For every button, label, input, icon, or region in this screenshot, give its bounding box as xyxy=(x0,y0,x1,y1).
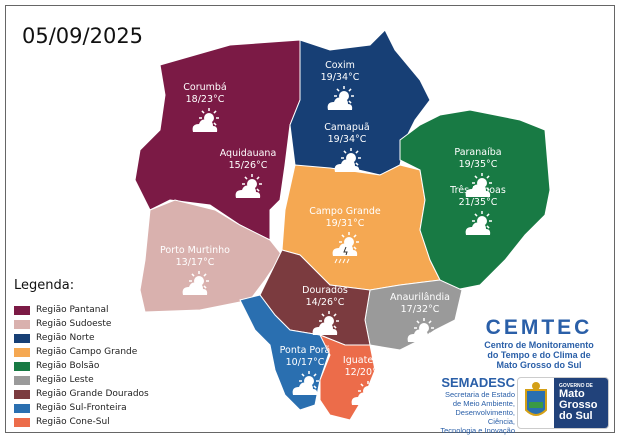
forecast-date: 05/09/2025 xyxy=(22,24,144,48)
city-temperature: 19/31°C xyxy=(325,218,365,229)
city-label: Paranaíba 19/35°C xyxy=(454,147,501,171)
legend-label: Região Grande Dourados xyxy=(36,389,149,399)
city-temperature: 19/34°C xyxy=(327,134,367,145)
city-name: Coxim xyxy=(325,60,355,71)
city-temperature: 17/32°C xyxy=(400,304,440,315)
city-label: Porto Murtinho 13/17°C xyxy=(160,245,230,269)
legend-label: Região Sudoeste xyxy=(36,319,112,329)
legend-swatch xyxy=(14,361,30,371)
city-temperature: 13/17°C xyxy=(175,257,215,268)
partly-cloudy-icon xyxy=(465,173,492,197)
legend-item: Região Cone-Sul xyxy=(14,415,149,429)
partly-cloudy-icon xyxy=(351,381,378,405)
city-temperature: 19/34°C xyxy=(320,72,360,83)
legend-item: Região Campo Grande xyxy=(14,345,149,359)
cemtec-title: CEMTEC xyxy=(485,316,593,339)
legend-item: Região Leste xyxy=(14,373,149,387)
legend-item: Região Sudoeste xyxy=(14,317,149,331)
government-logo: GOVERNO DE Mato Grosso do Sul xyxy=(517,377,609,429)
city-temperature: 10/17°C xyxy=(285,357,325,368)
city-name: Anaurilândia xyxy=(390,292,450,303)
gov-line: Mato xyxy=(559,388,585,400)
city-label: Campo Grande 19/31°C xyxy=(309,206,381,230)
city-temperature: 19/35°C xyxy=(458,159,498,170)
semadesc-subtitle: de Meio Ambiente, xyxy=(452,399,515,408)
cemtec-subtitle: Mato Grosso do Sul xyxy=(496,360,582,370)
city-label: Coxim 19/34°C xyxy=(321,60,360,84)
city-label: Dourados 14/26°C xyxy=(302,285,348,309)
legend-swatch xyxy=(14,305,30,315)
map-frame xyxy=(5,5,615,433)
partly-cloudy-icon xyxy=(334,148,361,172)
coat-of-arms-icon xyxy=(525,382,547,416)
semadesc-title: SEMADESC xyxy=(441,375,515,390)
legend-label: Região Bolsão xyxy=(36,361,100,371)
partly-cloudy-icon xyxy=(465,211,492,235)
legend-label: Região Pantanal xyxy=(36,305,109,315)
city-temperature: 15/26°C xyxy=(228,160,268,171)
legend-swatch xyxy=(14,347,30,357)
city-name: Iguatemi xyxy=(342,355,386,366)
cemtec-subtitle: Centro de Monitoramento xyxy=(484,340,594,350)
legend-label: Região Leste xyxy=(36,375,94,385)
partly-cloudy-icon xyxy=(312,311,339,335)
city-name: Porto Murtinho xyxy=(159,245,231,256)
legend-item: Região Bolsão xyxy=(14,359,149,373)
city-name: Paranaíba xyxy=(454,147,502,158)
semadesc-subtitle: Desenvolvimento, Ciência, xyxy=(455,408,515,426)
legend-label: Região Campo Grande xyxy=(36,347,138,357)
city-temperature: 14/26°C xyxy=(305,297,345,308)
gov-line: do Sul xyxy=(559,410,593,422)
legend-title: Legenda: xyxy=(14,278,75,293)
city-name: Ponta Porã xyxy=(279,345,331,356)
city-name: Aquidauana xyxy=(219,148,277,159)
legend-label: Região Cone-Sul xyxy=(36,417,110,427)
legend-item: Região Norte xyxy=(14,331,149,345)
legend-swatch xyxy=(14,375,30,385)
city-label: Anaurilândia 17/32°C xyxy=(390,292,450,316)
city-label: Três Lagoas 21/35°C xyxy=(450,185,506,209)
legend-item: Região Sul-Fronteira xyxy=(14,401,149,415)
legend: Legenda: Região Pantanal Região Sudoeste R… xyxy=(14,278,149,429)
city-label: Aquidauana 15/26°C xyxy=(220,148,277,172)
city-label: Corumbá 18/23°C xyxy=(183,82,226,106)
city-label: Ponta Porã 10/17°C xyxy=(280,345,331,369)
legend-swatch xyxy=(14,403,30,413)
city-temperature: 21/35°C xyxy=(458,197,498,208)
legend-swatch xyxy=(14,319,30,329)
legend-label: Região Norte xyxy=(36,333,95,343)
city-temperature: 18/23°C xyxy=(185,94,225,105)
city-name: Dourados xyxy=(302,285,348,296)
legend-swatch xyxy=(14,417,30,427)
semadesc-subtitle: Secretaria de Estado xyxy=(444,390,515,399)
cemtec-logo: CEMTEC Centro de Monitoramento do Tempo … xyxy=(470,316,608,370)
region-sudoeste xyxy=(139,199,283,313)
cemtec-subtitle: do Tempo e do Clima de xyxy=(487,350,591,360)
partly-cloudy-icon xyxy=(182,271,209,295)
legend-item: Região Pantanal xyxy=(14,303,149,317)
city-temperature: 12/20°C xyxy=(344,367,384,378)
partly-cloudy-icon xyxy=(327,86,354,110)
legend-label: Região Sul-Fronteira xyxy=(36,403,127,413)
legend-swatch xyxy=(14,333,30,343)
city-name: Camapuã xyxy=(324,122,370,133)
legend-swatch xyxy=(14,389,30,399)
gov-line: GOVERNO DE xyxy=(559,383,593,389)
city-label: Iguatemi 12/20°C xyxy=(343,355,385,379)
legend-item: Região Grande Dourados xyxy=(14,387,149,401)
city-name: Corumbá xyxy=(183,82,227,93)
partly-cloudy-icon xyxy=(292,371,319,395)
region-bols-o xyxy=(399,109,551,291)
semadesc-subtitle: Tecnologia e Inovação xyxy=(440,426,515,435)
partly-cloudy-icon xyxy=(235,174,262,198)
city-label: Camapuã 19/34°C xyxy=(324,122,369,146)
partly-cloudy-icon xyxy=(192,108,219,132)
gov-line: Grosso xyxy=(559,399,598,411)
city-name: Três Lagoas xyxy=(450,185,506,196)
partly-cloudy-icon xyxy=(407,318,434,342)
city-name: Campo Grande xyxy=(309,206,381,217)
semadesc-logo: SEMADESC Secretaria de Estado de Meio Am… xyxy=(430,375,515,435)
thunderstorm-icon xyxy=(332,232,359,264)
